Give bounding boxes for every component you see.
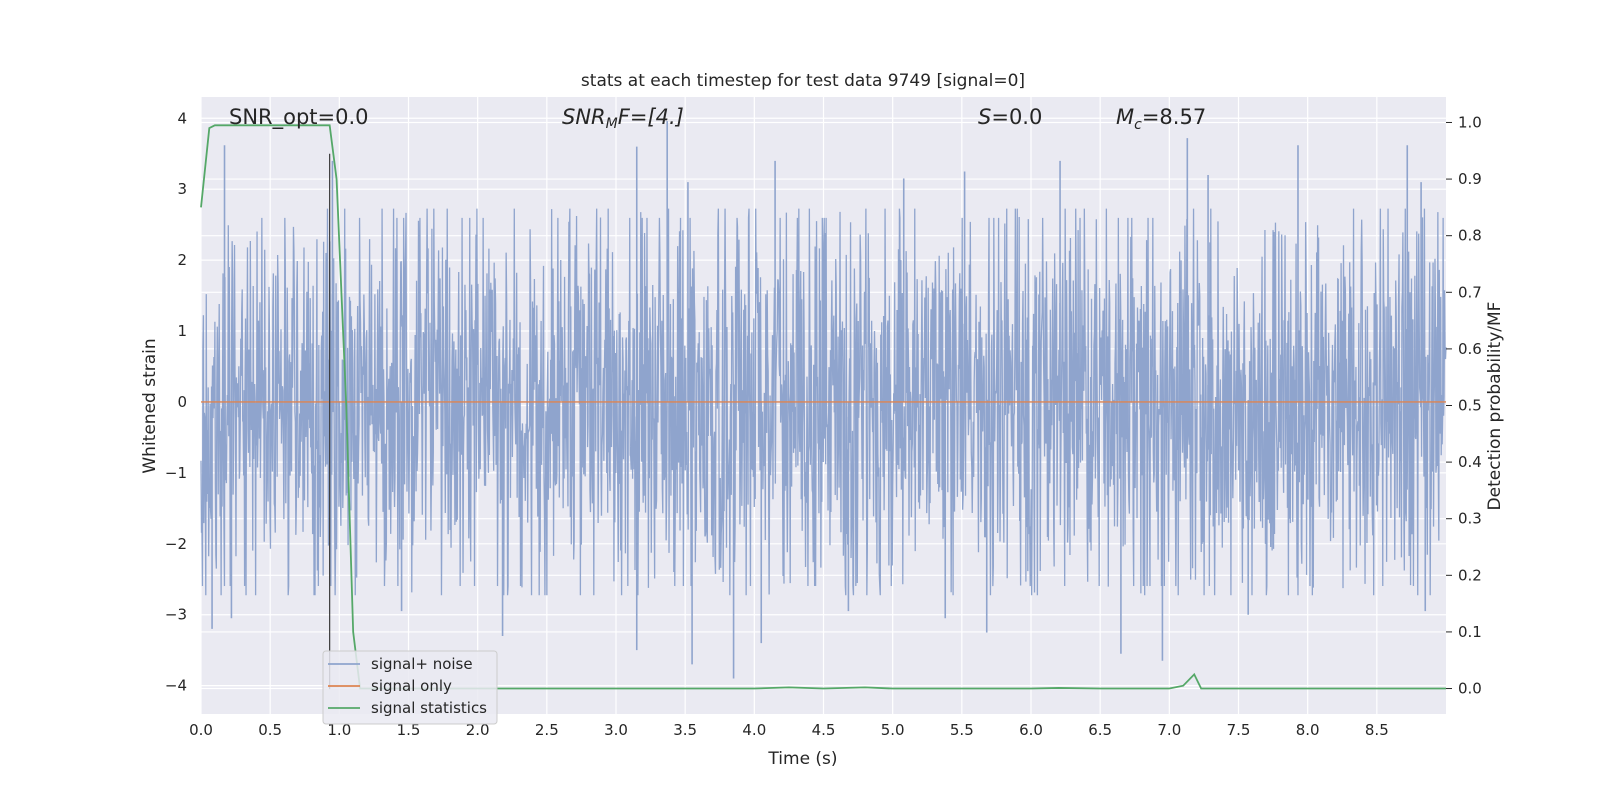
right-y-tick-label: 0.2 — [1458, 566, 1482, 584]
left-y-tick-label: 3 — [177, 180, 187, 198]
x-tick-label: 4.0 — [742, 721, 766, 739]
right-y-tick-label: 0.9 — [1458, 170, 1482, 188]
x-tick-label: 7.0 — [1157, 721, 1181, 739]
x-tick-label: 4.5 — [812, 721, 836, 739]
legend: signal+ noise signal only signal statist… — [322, 650, 498, 725]
annotation-snr-opt: SNR_opt=0.0 — [229, 105, 369, 130]
x-tick-label: 5.5 — [950, 721, 974, 739]
left-y-tick-label: −2 — [165, 535, 187, 553]
signal-statistics-line — [200, 124, 1446, 690]
legend-label-signal-only: signal only — [371, 677, 452, 695]
x-tick-label: 3.5 — [673, 721, 697, 739]
right-y-tick-label: 0.1 — [1458, 623, 1482, 641]
x-tick-label: 6.0 — [1019, 721, 1043, 739]
right-y-tick-label: 0.5 — [1458, 397, 1482, 415]
series-signal-statistics — [200, 124, 1446, 690]
annotation-s: S=0.0 — [978, 105, 1042, 129]
left-y-axis-label: Whitened strain — [140, 338, 160, 473]
left-y-tick-label: 4 — [177, 109, 187, 127]
x-tick-label: 2.0 — [466, 721, 490, 739]
x-tick-label: 8.5 — [1365, 721, 1389, 739]
x-tick-label: 0.0 — [189, 721, 213, 739]
x-axis-label: Time (s) — [767, 749, 837, 769]
left-y-tick-label: −4 — [165, 677, 187, 695]
left-y-axis-ticks: −4 −3 −2 −1 0 1 2 3 4 — [165, 109, 187, 694]
legend-label-signal-noise: signal+ noise — [371, 655, 473, 673]
x-tick-label: 8.0 — [1296, 721, 1320, 739]
right-y-axis-label: Detection probability/MF — [1485, 302, 1505, 511]
annotation-mc: Mc=8.57 — [1116, 105, 1206, 133]
signal-noise-line — [200, 208, 1447, 596]
annotation-snr-mf: SNRMF=[4.] — [562, 105, 684, 132]
series-signal-noise — [200, 121, 1447, 679]
x-tick-label: 6.5 — [1088, 721, 1112, 739]
right-y-tick-label: 0.6 — [1458, 340, 1482, 358]
x-tick-label: 2.5 — [535, 721, 559, 739]
legend-label-signal-statistics: signal statistics — [371, 699, 487, 717]
left-y-tick-label: 2 — [177, 251, 187, 269]
left-y-tick-label: 1 — [177, 322, 187, 340]
legend-frame — [322, 650, 498, 725]
right-y-axis-ticks: 0.0 0.1 0.2 0.3 0.4 0.5 0.6 0.7 0.8 0.9 1.0 — [1446, 113, 1482, 698]
right-y-tick-label: 0.8 — [1458, 227, 1482, 245]
left-y-tick-label: −1 — [165, 464, 187, 482]
right-y-tick-label: 1.0 — [1458, 113, 1482, 131]
right-y-tick-label: 0.3 — [1458, 510, 1482, 528]
left-y-tick-label: −3 — [165, 606, 187, 624]
x-tick-label: 3.0 — [604, 721, 628, 739]
x-tick-label: 1.5 — [397, 721, 421, 739]
x-axis-ticks: 0.0 0.5 1.0 1.5 2.0 2.5 3.0 3.5 4.0 4.5 5.0 5.5 6.0 6… — [189, 721, 1389, 739]
right-y-tick-label: 0.7 — [1458, 283, 1482, 301]
x-tick-label: 0.5 — [258, 721, 282, 739]
right-y-tick-label: 0.4 — [1458, 453, 1482, 471]
left-y-tick-label: 0 — [177, 393, 187, 411]
right-y-tick-label: 0.0 — [1458, 680, 1482, 698]
chart-title: stats at each timestep for test data 974… — [581, 71, 1025, 91]
x-tick-label: 5.0 — [881, 721, 905, 739]
x-tick-label: 1.0 — [327, 721, 351, 739]
x-tick-label: 7.5 — [1227, 721, 1251, 739]
